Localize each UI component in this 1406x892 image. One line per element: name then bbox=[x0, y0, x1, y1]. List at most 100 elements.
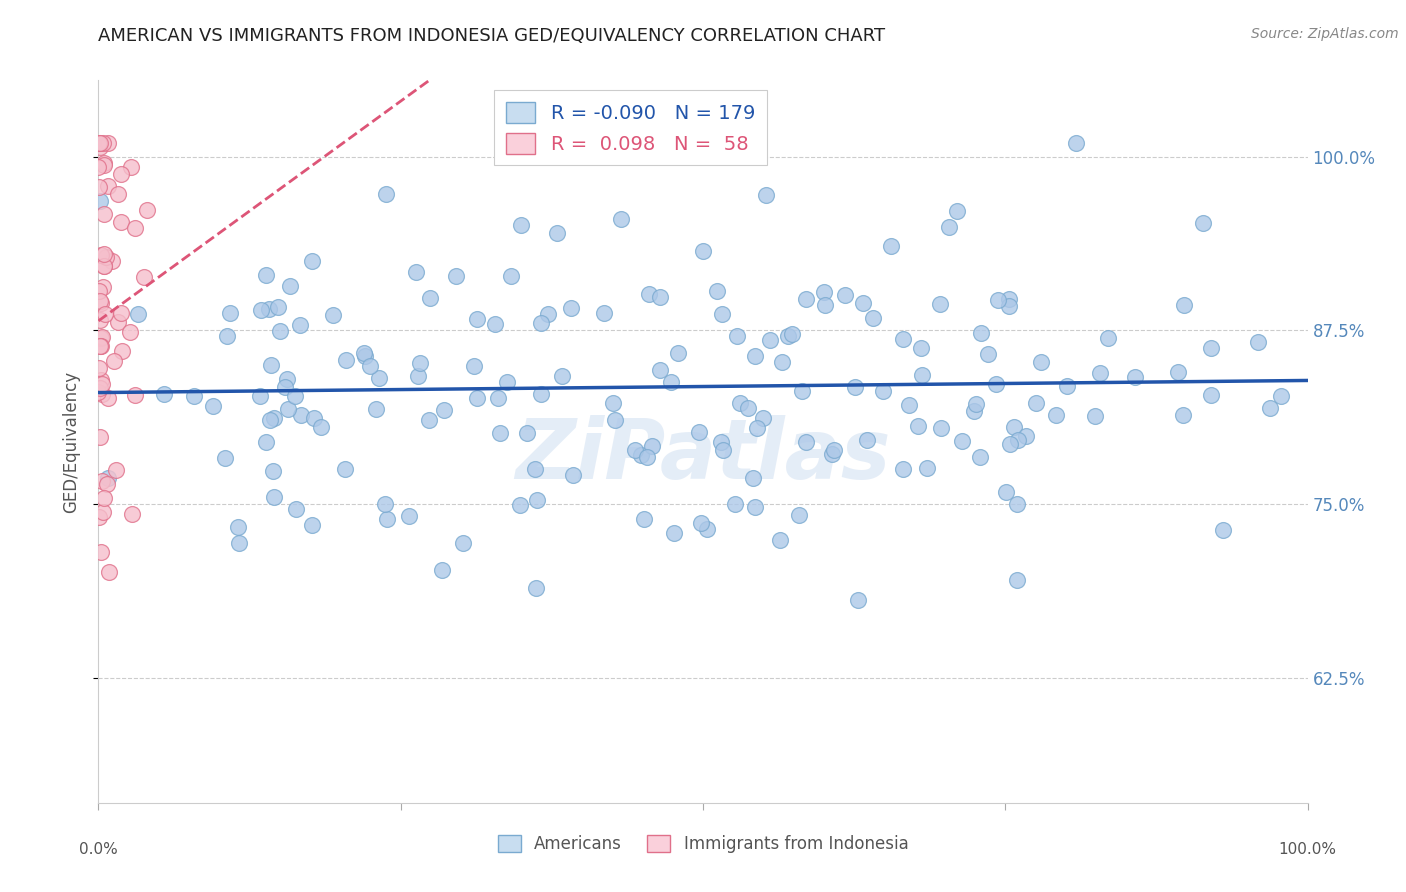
Point bbox=[105, 463, 128, 477]
Point bbox=[269, 324, 291, 338]
Point bbox=[89, 180, 111, 194]
Point bbox=[970, 326, 993, 340]
Point bbox=[120, 325, 142, 339]
Point bbox=[277, 402, 299, 417]
Point bbox=[262, 464, 284, 478]
Point bbox=[374, 496, 396, 510]
Point bbox=[446, 269, 468, 284]
Point bbox=[891, 461, 914, 475]
Point bbox=[950, 434, 973, 448]
Point bbox=[136, 202, 159, 217]
Text: Source: ZipAtlas.com: Source: ZipAtlas.com bbox=[1251, 27, 1399, 41]
Point bbox=[1002, 420, 1025, 434]
Point bbox=[366, 401, 388, 416]
Point bbox=[409, 356, 432, 370]
Point bbox=[87, 509, 110, 524]
Point bbox=[688, 425, 710, 440]
Point bbox=[530, 316, 553, 330]
Point bbox=[550, 369, 572, 384]
Point bbox=[93, 158, 115, 172]
Point bbox=[929, 297, 952, 311]
Point bbox=[97, 178, 120, 193]
Point bbox=[659, 376, 682, 390]
Point bbox=[132, 270, 155, 285]
Point bbox=[259, 413, 281, 427]
Point bbox=[794, 292, 817, 306]
Point bbox=[852, 296, 875, 310]
Point bbox=[484, 317, 506, 331]
Point bbox=[915, 460, 938, 475]
Point bbox=[260, 358, 283, 372]
Point bbox=[90, 373, 112, 387]
Point bbox=[301, 517, 323, 532]
Point bbox=[110, 167, 132, 181]
Point bbox=[1007, 434, 1029, 448]
Point bbox=[856, 433, 879, 447]
Point bbox=[335, 352, 357, 367]
Point bbox=[98, 565, 121, 579]
Point bbox=[263, 490, 285, 504]
Point bbox=[787, 508, 810, 522]
Point bbox=[759, 333, 782, 347]
Point bbox=[509, 498, 531, 512]
Point bbox=[526, 493, 548, 508]
Point bbox=[120, 160, 142, 174]
Point bbox=[813, 285, 835, 299]
Point bbox=[706, 284, 728, 298]
Point bbox=[463, 359, 485, 373]
Point bbox=[284, 389, 307, 403]
Point bbox=[1173, 298, 1195, 312]
Point bbox=[880, 238, 903, 252]
Point bbox=[354, 349, 377, 363]
Point bbox=[90, 387, 112, 401]
Point bbox=[689, 516, 711, 530]
Text: AMERICAN VS IMMIGRANTS FROM INDONESIA GED/EQUIVALENCY CORRELATION CHART: AMERICAN VS IMMIGRANTS FROM INDONESIA GE… bbox=[98, 27, 886, 45]
Point bbox=[250, 302, 273, 317]
Point bbox=[834, 288, 856, 302]
Point bbox=[745, 420, 768, 434]
Point bbox=[984, 377, 1007, 392]
Point bbox=[946, 203, 969, 218]
Point bbox=[1270, 389, 1292, 403]
Point bbox=[406, 368, 429, 383]
Point bbox=[254, 268, 277, 282]
Point bbox=[602, 395, 624, 409]
Point bbox=[276, 372, 298, 386]
Point bbox=[1025, 396, 1047, 410]
Point bbox=[641, 439, 664, 453]
Point bbox=[1056, 378, 1078, 392]
Point bbox=[274, 380, 297, 394]
Point bbox=[862, 310, 884, 325]
Point bbox=[998, 437, 1021, 451]
Point bbox=[501, 268, 523, 283]
Point bbox=[1167, 365, 1189, 379]
Point bbox=[963, 404, 986, 418]
Point bbox=[91, 330, 114, 344]
Legend: Americans, Immigrants from Indonesia: Americans, Immigrants from Indonesia bbox=[491, 828, 915, 860]
Point bbox=[87, 160, 110, 174]
Point bbox=[353, 346, 375, 360]
Point bbox=[89, 339, 111, 353]
Point bbox=[823, 443, 845, 458]
Point bbox=[94, 307, 117, 321]
Point bbox=[546, 226, 568, 240]
Text: 0.0%: 0.0% bbox=[79, 842, 118, 856]
Point bbox=[1064, 136, 1087, 150]
Point bbox=[110, 215, 132, 229]
Point bbox=[152, 387, 174, 401]
Point bbox=[744, 500, 766, 514]
Point bbox=[696, 523, 718, 537]
Point bbox=[725, 329, 748, 343]
Point bbox=[998, 299, 1021, 313]
Point bbox=[724, 497, 747, 511]
Point bbox=[465, 391, 488, 405]
Point bbox=[398, 508, 420, 523]
Point bbox=[219, 306, 242, 320]
Point bbox=[737, 401, 759, 415]
Point bbox=[1097, 331, 1119, 345]
Point bbox=[257, 302, 280, 317]
Point bbox=[110, 306, 132, 320]
Point bbox=[1045, 408, 1067, 422]
Point bbox=[994, 484, 1017, 499]
Point bbox=[226, 520, 249, 534]
